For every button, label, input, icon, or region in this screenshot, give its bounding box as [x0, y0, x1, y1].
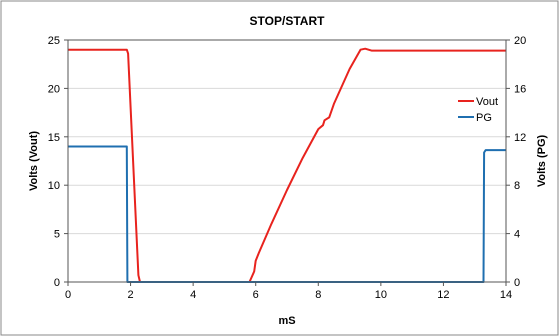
- y-tick-label: 25: [48, 35, 60, 47]
- legend-label-vout: Vout: [476, 96, 498, 108]
- y2-tick-label: 0: [514, 277, 520, 289]
- y2-tick-label: 16: [514, 83, 526, 95]
- y2-tick-label: 8: [514, 180, 520, 192]
- x-tick-label: 2: [128, 289, 134, 301]
- axis-ticks: 0 5 10 15 20 25 0 4 8 12 16 20 0 2 4 6 8 10 12 14: [48, 35, 527, 301]
- x-tick-label: 4: [190, 289, 196, 301]
- x-tick-label: 12: [437, 289, 449, 301]
- x-axis-title: mS: [278, 315, 295, 327]
- y-tick-label: 20: [48, 83, 60, 95]
- legend: Vout PG: [458, 96, 498, 124]
- y-tick-label: 5: [54, 229, 60, 241]
- y2-tick-label: 4: [514, 229, 520, 241]
- y2-tick-label: 20: [514, 35, 526, 47]
- y2-tick-label: 12: [514, 132, 526, 144]
- x-tick-label: 14: [500, 289, 512, 301]
- y-tick-label: 15: [48, 132, 60, 144]
- y-tick-label: 10: [48, 180, 60, 192]
- x-tick-label: 0: [65, 289, 71, 301]
- grid: [68, 87, 506, 235]
- x-tick-label: 10: [375, 289, 387, 301]
- x-tick-label: 6: [253, 289, 259, 301]
- y2-axis-title: Volts (PG): [536, 134, 548, 187]
- y-axis-title: Volts (Vout): [28, 131, 40, 191]
- chart-title: STOP/START: [250, 14, 326, 28]
- series-line-vout: [68, 47, 506, 283]
- legend-label-pg: PG: [476, 112, 492, 124]
- y-tick-label: 0: [54, 277, 60, 289]
- plot-area-border: [67, 39, 507, 283]
- x-tick-label: 8: [315, 289, 321, 301]
